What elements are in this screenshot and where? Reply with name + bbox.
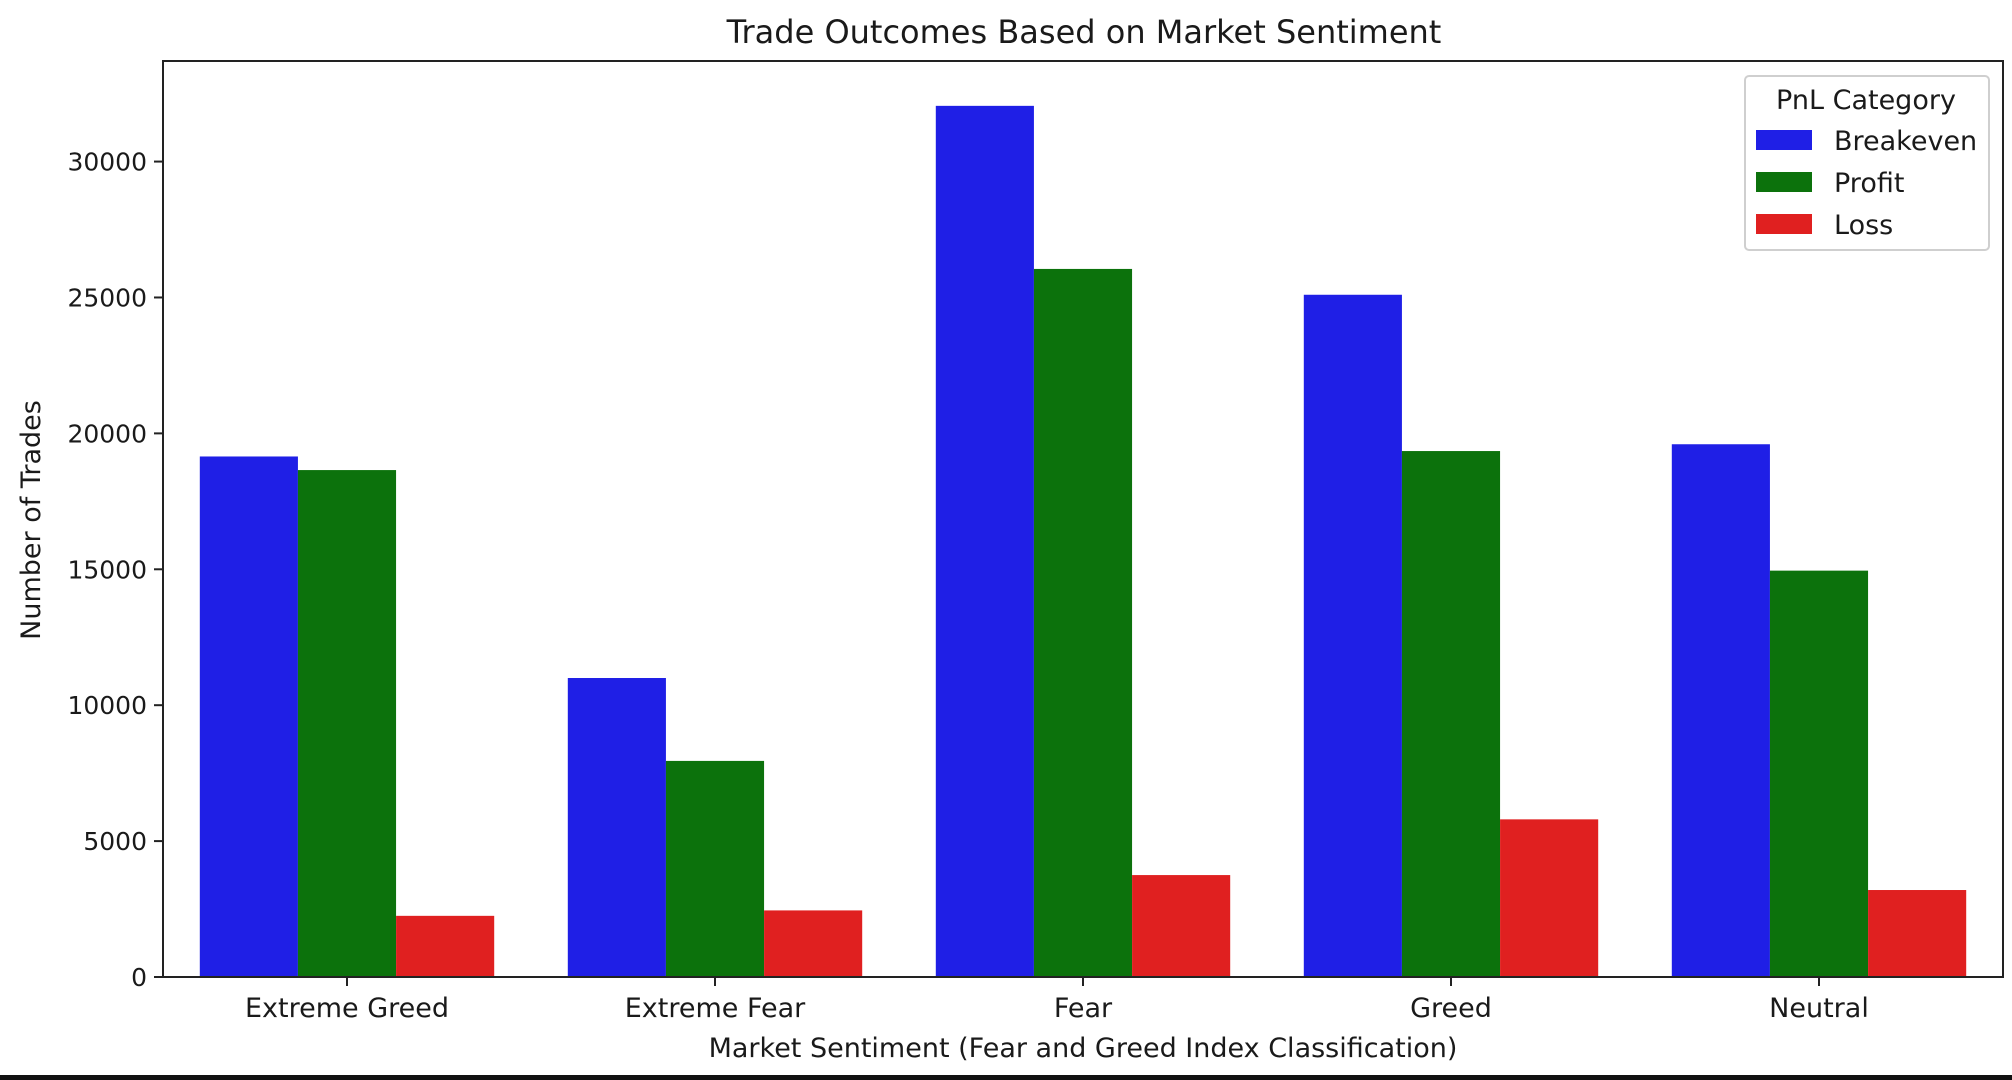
y-axis-label: Number of Trades <box>16 400 47 640</box>
x-tick-label: Extreme Greed <box>245 993 449 1024</box>
x-axis: Extreme Greed Extreme Fear Fear Greed Neutra… <box>245 977 1869 1024</box>
bar-breakeven-fear <box>935 105 1034 978</box>
x-tick-label: Extreme Fear <box>625 993 806 1024</box>
bars-layer <box>199 105 1967 978</box>
y-tick-label: 5000 <box>83 827 147 856</box>
legend-items: Breakeven Profit Loss <box>1756 126 1977 241</box>
bar-breakeven-greed <box>1303 294 1402 977</box>
bar-profit-neutral <box>1769 570 1869 977</box>
x-tick-label: Fear <box>1054 993 1113 1024</box>
legend-swatch-loss <box>1756 214 1812 234</box>
x-axis-label: Market Sentiment (Fear and Greed Index C… <box>709 1033 1458 1064</box>
bar-profit-fear <box>1033 268 1133 977</box>
y-tick-label: 0 <box>131 963 147 992</box>
plot-frame <box>162 60 2004 978</box>
bar-breakeven-extreme-fear <box>567 678 666 977</box>
y-tick-label: 20000 <box>67 419 147 448</box>
bar-profit-extreme-fear <box>665 760 765 977</box>
y-tick-label: 25000 <box>67 283 147 312</box>
bar-loss-fear <box>1132 875 1231 977</box>
legend-label-profit: Profit <box>1834 168 1904 199</box>
y-tick-label: 10000 <box>67 691 147 720</box>
y-tick-label: 30000 <box>67 148 147 177</box>
bar-breakeven-extreme-greed <box>199 456 298 978</box>
legend-swatch-breakeven <box>1756 130 1812 150</box>
x-tick-label: Neutral <box>1769 993 1869 1024</box>
y-axis: 0 5000 10000 15000 20000 25000 30000 <box>67 148 163 992</box>
legend-title: PnL Category <box>1776 85 1956 116</box>
chart-title: Trade Outcomes Based on Market Sentiment <box>726 13 1442 51</box>
bar-breakeven-neutral <box>1671 444 1770 977</box>
legend-box <box>1744 75 1990 251</box>
bar-loss-extreme-fear <box>764 910 863 977</box>
bar-loss-neutral <box>1868 890 1967 977</box>
legend: PnL Category Breakeven Profit Loss <box>1744 75 1990 251</box>
bar-loss-extreme-greed <box>396 915 495 977</box>
x-tick-label: Greed <box>1410 993 1492 1024</box>
bar-profit-greed <box>1401 451 1501 977</box>
bar-profit-extreme-greed <box>297 470 397 977</box>
legend-label-breakeven: Breakeven <box>1834 126 1977 157</box>
y-tick-label: 15000 <box>67 555 147 584</box>
bar-loss-greed <box>1500 819 1599 977</box>
legend-swatch-profit <box>1756 172 1812 192</box>
legend-label-loss: Loss <box>1834 210 1893 241</box>
bottom-border <box>0 1075 2012 1080</box>
